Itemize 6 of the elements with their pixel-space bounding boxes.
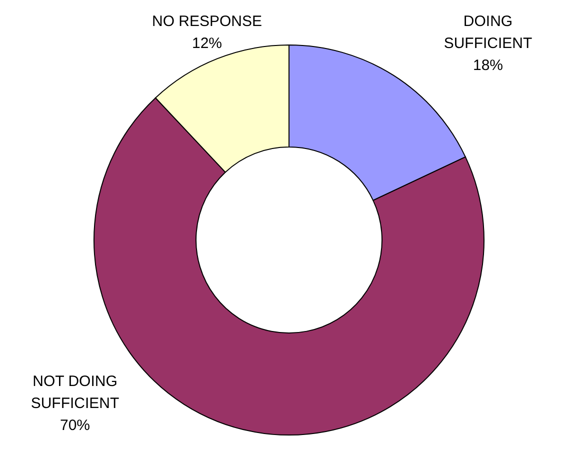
data-label: 70% <box>60 417 90 434</box>
data-label: 12% <box>192 35 222 52</box>
slice-label: NOT DOING SUFFICIENT <box>30 373 120 412</box>
slice-label: NO RESPONSE <box>152 13 262 30</box>
data-label: 18% <box>472 57 504 74</box>
slice-label: DOING SUFFICIENT <box>444 13 532 52</box>
